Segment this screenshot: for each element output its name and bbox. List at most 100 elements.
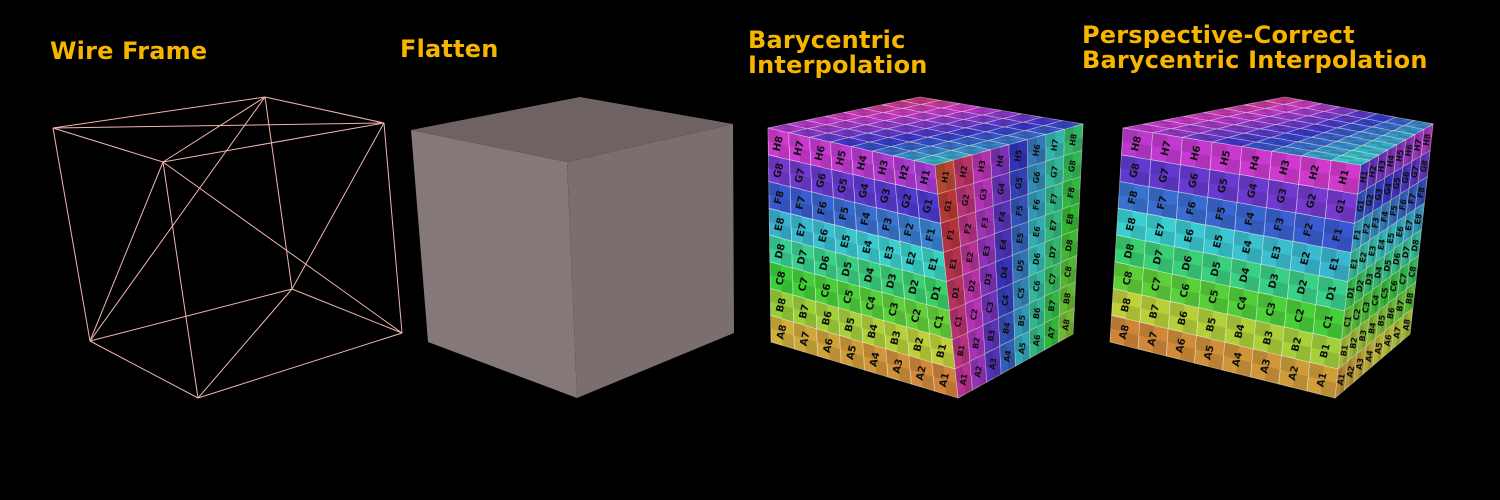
texture-checker bbox=[1264, 366, 1281, 384]
texture-checker bbox=[904, 172, 917, 190]
texture-cell-label: E4 bbox=[1241, 239, 1255, 255]
texture-cell-label: A3 bbox=[1259, 358, 1273, 375]
wire-edge bbox=[52, 96, 266, 129]
texture-cell-label: H2 bbox=[1367, 165, 1378, 179]
texture-cell-label: C2 bbox=[1293, 307, 1307, 324]
texture-cell-label: C7 bbox=[1047, 273, 1058, 286]
texture-checker bbox=[1284, 120, 1304, 125]
texture-checker bbox=[1380, 202, 1387, 220]
texture-checker bbox=[780, 251, 793, 268]
texture-checker bbox=[1272, 281, 1289, 299]
texture-checker bbox=[852, 352, 865, 370]
face-shade bbox=[1335, 124, 1433, 398]
texture-cell-label: C2 bbox=[969, 308, 980, 321]
texture-checker bbox=[1359, 162, 1366, 180]
texture-checker bbox=[809, 137, 821, 154]
texture-checker bbox=[949, 307, 959, 326]
texture-cell-label: B6 bbox=[821, 310, 835, 327]
texture-checker bbox=[1324, 351, 1340, 369]
texture-cell-label: E3 bbox=[883, 245, 897, 261]
texture-cell-label: H5 bbox=[835, 149, 849, 167]
texture-cell-label: A2 bbox=[973, 365, 984, 378]
texture-checker bbox=[779, 170, 791, 187]
texture-checker bbox=[992, 110, 1012, 115]
texture-checker bbox=[1252, 128, 1274, 134]
texture-checker bbox=[1332, 107, 1350, 111]
texture-checker bbox=[1199, 120, 1222, 125]
texture-checker bbox=[1319, 146, 1339, 151]
texture-checker bbox=[1009, 141, 1019, 159]
texture-cell-label: H4 bbox=[856, 154, 870, 172]
texture-checker bbox=[1361, 293, 1368, 311]
texture-checker bbox=[1200, 280, 1216, 297]
texture-cell-label: B2 bbox=[1348, 337, 1359, 350]
texture-checker bbox=[851, 146, 863, 163]
texture-checker bbox=[799, 148, 811, 165]
texture-checker bbox=[993, 360, 1002, 378]
texture-checker bbox=[1284, 137, 1305, 142]
texture-checker bbox=[879, 137, 900, 142]
texture-cell-label: C5 bbox=[842, 289, 856, 306]
texture-checker bbox=[1304, 137, 1325, 142]
texture-cell-label: D4 bbox=[863, 266, 877, 284]
texture-checker bbox=[1045, 158, 1055, 175]
texture-checker bbox=[1383, 326, 1390, 345]
texture-checker bbox=[886, 196, 898, 213]
texture-cell-label: E5 bbox=[839, 233, 853, 249]
texture-cell-label: D5 bbox=[841, 260, 855, 278]
texture-checker bbox=[1320, 380, 1337, 398]
texture-checker bbox=[978, 367, 987, 386]
texture-checker bbox=[1177, 191, 1194, 209]
texture-checker bbox=[993, 114, 1013, 119]
texture-checker bbox=[1019, 180, 1029, 197]
texture-checker bbox=[1377, 152, 1384, 169]
texture-checker bbox=[872, 151, 884, 168]
texture-checker bbox=[981, 293, 990, 311]
texture-checker bbox=[1018, 153, 1028, 170]
texture-checker bbox=[995, 258, 1005, 276]
texture-cell-label: H3 bbox=[877, 159, 891, 177]
texture-checker bbox=[1367, 314, 1374, 332]
wire-edge bbox=[52, 122, 385, 129]
texture-cell-label: H6 bbox=[814, 144, 828, 162]
texture-checker bbox=[1029, 272, 1037, 290]
texture-cell-label: F4 bbox=[1243, 211, 1257, 227]
texture-checker bbox=[998, 314, 1007, 332]
texture-checker bbox=[838, 307, 851, 325]
texture-checker bbox=[804, 284, 816, 302]
texture-checker bbox=[1110, 315, 1126, 333]
texture-checker bbox=[1144, 240, 1160, 258]
texture-checker bbox=[868, 247, 881, 265]
texture-checker bbox=[850, 324, 863, 343]
texture-checker bbox=[1053, 120, 1073, 125]
texture-checker bbox=[1065, 320, 1074, 338]
texture-checker bbox=[781, 278, 793, 295]
texture-checker bbox=[1062, 179, 1072, 196]
texture-cell-label: C4 bbox=[1236, 295, 1250, 312]
texture-checker bbox=[988, 275, 998, 294]
texture-checker bbox=[943, 155, 963, 160]
texture-checker bbox=[980, 145, 1000, 150]
texture-cell-label: B6 bbox=[1176, 310, 1190, 327]
texture-checker bbox=[1134, 170, 1150, 187]
texture-cell-label: B5 bbox=[1376, 314, 1387, 327]
texture-cell-label: B1 bbox=[956, 344, 967, 357]
texture-checker bbox=[1226, 314, 1242, 332]
texture-checker bbox=[1383, 174, 1390, 192]
texture-checker bbox=[1202, 252, 1218, 270]
texture-cell-label: A8 bbox=[1401, 318, 1412, 332]
texture-cell-label: E6 bbox=[1183, 228, 1197, 244]
texture-checker bbox=[950, 231, 961, 250]
texture-checker bbox=[948, 203, 959, 221]
texture-checker bbox=[1032, 117, 1053, 122]
texture-checker bbox=[1346, 160, 1366, 165]
texture-checker bbox=[977, 236, 987, 255]
texture-checker bbox=[1249, 142, 1271, 147]
texture-checker bbox=[1354, 131, 1372, 137]
texture-cell-label: H8 bbox=[1422, 133, 1433, 147]
flat-side-face bbox=[567, 124, 734, 398]
texture-cell-label: B3 bbox=[986, 329, 997, 342]
texture-checker bbox=[1173, 246, 1189, 264]
texture-checker bbox=[907, 201, 920, 218]
texture-cell-label: G6 bbox=[1031, 170, 1042, 184]
